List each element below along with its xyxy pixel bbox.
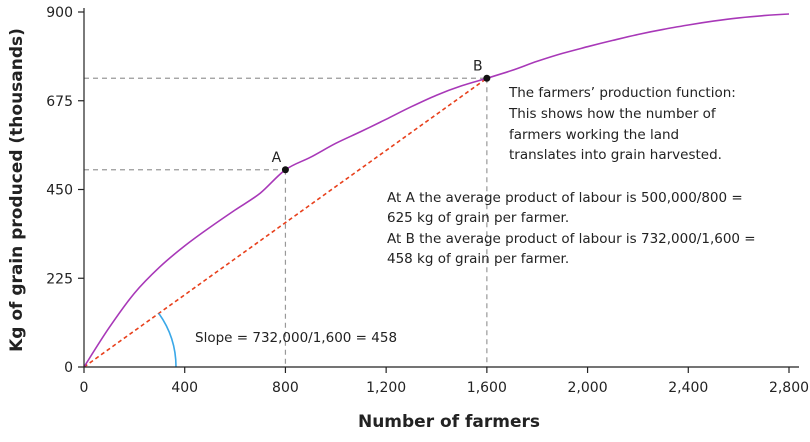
x-tick-label-2400: 2,400 — [668, 380, 708, 396]
x-tick-label-1200: 1,200 — [366, 380, 406, 396]
description-line-2: This shows how the number of — [508, 106, 717, 122]
average-product-line-4: 458 kg of grain per farmer. — [387, 251, 569, 267]
y-axis-title: Kg of grain produced (thousands) — [7, 28, 27, 352]
x-tick-label-2800: 2,800 — [769, 380, 809, 396]
slope-line — [83, 77, 488, 368]
point-label-b: B — [473, 58, 483, 74]
x-tick-label-0: 0 — [80, 380, 89, 396]
slope-annotation: Slope = 732,000/1,600 = 458 — [195, 330, 397, 346]
x-axis-title: Number of farmers — [358, 412, 540, 432]
points: AB — [272, 58, 491, 174]
description-annotation: The farmers’ production function: This s… — [508, 85, 736, 163]
x-tick-label-400: 400 — [171, 380, 198, 396]
description-line-3: farmers working the land — [509, 127, 679, 143]
slope-angle-arc — [158, 312, 177, 368]
x-tick-label-1600: 1,600 — [467, 380, 507, 396]
point-a — [281, 166, 289, 174]
curve-group — [83, 13, 790, 368]
y-tick-label-675: 675 — [46, 94, 73, 110]
y-tick-label-450: 450 — [46, 183, 73, 199]
y-tick-label-225: 225 — [46, 271, 73, 287]
description-line-4: translates into grain harvested. — [509, 147, 722, 163]
y-tick-label-900: 900 — [46, 5, 73, 21]
production-function-curve — [83, 13, 790, 368]
slope-line-group — [83, 77, 488, 368]
point-label-a: A — [272, 150, 282, 166]
average-product-annotation: At A the average product of labour is 50… — [387, 190, 756, 267]
point-b — [483, 74, 491, 82]
ticks: 0 400 800 1,200 1,600 2,000 2,400 2,800 0 225 450 6… — [46, 5, 809, 396]
y-tick-label-0: 0 — [64, 360, 73, 376]
guide-lines — [84, 77, 488, 367]
axes — [83, 8, 799, 368]
average-product-line-1: At A the average product of labour is 50… — [387, 190, 743, 206]
x-tick-label-2000: 2,000 — [568, 380, 608, 396]
description-line-1: The farmers’ production function: — [508, 85, 736, 101]
average-product-line-3: At B the average product of labour is 73… — [387, 231, 756, 247]
average-product-line-2: 625 kg of grain per farmer. — [387, 210, 569, 226]
x-tick-label-800: 800 — [272, 380, 299, 396]
